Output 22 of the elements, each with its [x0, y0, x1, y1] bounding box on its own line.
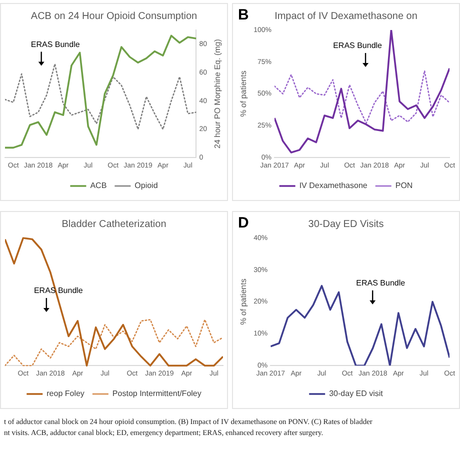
- annotation: ERAS Bundle: [30, 40, 80, 49]
- legend-label: PON: [395, 181, 413, 190]
- chart-title: Bladder Catheterization: [62, 218, 166, 230]
- annotation: ERAS Bundle: [34, 286, 84, 296]
- chart-title: Impact of IV Dexamethasone on: [274, 10, 418, 22]
- line-series: [274, 70, 450, 124]
- text: B: [238, 6, 249, 24]
- text: D: [238, 214, 249, 232]
- chart-title: 30-Day ED Visits: [308, 218, 384, 230]
- y-axis-title: % of patients: [239, 278, 248, 325]
- legend-label: Opioid: [134, 181, 158, 190]
- annotation: ERAS Bundle: [356, 278, 406, 288]
- legend-label: IV Dexamethasone: [299, 181, 368, 190]
- y-axis-title: % of patients: [239, 70, 248, 117]
- legend-label: Postop Intermittent/Foley: [112, 389, 202, 398]
- legend-label: ACB: [90, 181, 107, 190]
- annotation: ERAS Bundle: [333, 41, 383, 50]
- legend-label: 30-day ED visit: [329, 389, 384, 398]
- legend-label: reop Foley: [46, 389, 84, 398]
- chart-title: ACB on 24 Hour Opioid Consumption: [30, 10, 198, 22]
- line-series: [5, 63, 196, 130]
- y2-axis-title: 24 hour PO Morphine Eq. (mg): [213, 38, 222, 148]
